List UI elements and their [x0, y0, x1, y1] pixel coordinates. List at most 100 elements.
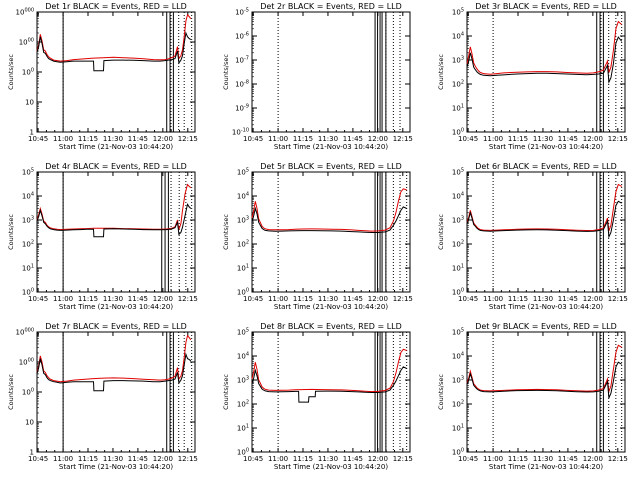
y-tick-label-base: 10: [19, 359, 28, 367]
y-tick-label-base: 10: [235, 105, 244, 113]
y-tick-label: 104: [237, 352, 249, 361]
y-tick-label: 10000: [16, 328, 34, 337]
y-axis-label: Counts/sec: [437, 214, 445, 250]
x-tick-label: 11:45: [343, 455, 363, 463]
plot-frame: [36, 171, 196, 293]
y-tick-label-base: 10: [22, 169, 31, 177]
y-tick-label: 10-10: [232, 128, 249, 137]
y-tick-label-exp: 1: [461, 424, 464, 430]
y-tick-label: 101: [452, 264, 464, 273]
y-tick-label: 1: [30, 449, 34, 457]
plot-frame: [466, 331, 626, 453]
y-tick-label-base: 10: [237, 377, 246, 385]
chart-panel-5: 10:45 11:00 11:15 11:30 11:45 12:00 12:1510010…: [222, 162, 413, 311]
x-tick-label: 11:00: [53, 455, 73, 463]
y-tick-label-exp: 4: [461, 192, 464, 198]
y-tick-label: 101: [22, 264, 34, 273]
y-tick-label: 104: [237, 192, 249, 201]
y-tick-label: 101: [237, 424, 249, 433]
y-tick-label-exp: 3: [461, 56, 464, 62]
x-tick-label: 11:00: [483, 295, 503, 303]
chart-title: Det 4r BLACK = Events, RED = LLD: [45, 162, 187, 171]
y-tick-label-exp: 0: [31, 68, 34, 74]
x-tick-label: 11:15: [508, 455, 528, 463]
y-tick-label-exp: 5: [461, 168, 464, 174]
y-tick-label-exp: 0: [246, 448, 249, 454]
y-tick-label: 105: [237, 168, 249, 177]
y-tick-label-base: 10: [452, 425, 461, 433]
y-tick-label-base: 10: [232, 129, 241, 137]
y-axis-label: Counts/sec: [222, 54, 230, 90]
y-tick-label: 104: [452, 32, 464, 41]
y-tick-label: 10-8: [235, 80, 249, 89]
y-tick-label-base: 10: [22, 193, 31, 201]
y-tick-label-exp: 00: [28, 358, 34, 364]
x-tick-label: 12:15: [393, 135, 413, 143]
y-tick-label-exp: -5: [244, 8, 249, 14]
y-tick-label-base: 10: [22, 241, 31, 249]
y-tick-label: 102: [452, 400, 464, 409]
chart-title: Det 6r BLACK = Events, RED = LLD: [475, 162, 617, 171]
y-tick-label-base: 10: [237, 265, 246, 273]
y-tick-label-exp: 2: [461, 80, 464, 86]
x-tick-label: 12:15: [393, 455, 413, 463]
y-tick-label-exp: 3: [246, 216, 249, 222]
y-tick-label-exp: 3: [461, 376, 464, 382]
x-tick-label: 12:00: [583, 135, 603, 143]
x-axis-label: Start Time (21-Nov-03 10:44:20): [489, 303, 603, 311]
y-tick-label-exp: 0: [246, 288, 249, 294]
y-tick-label: 102: [237, 240, 249, 249]
y-tick-label-exp: 3: [246, 376, 249, 382]
x-tick-label: 11:45: [343, 295, 363, 303]
x-tick-label: 11:00: [268, 135, 288, 143]
chart-title: Det 2r BLACK = Events, RED = LLD: [260, 2, 402, 11]
chart-panel-1: 10:45 11:00 11:15 11:30 11:45 12:00 12:1511010…: [7, 2, 198, 151]
y-tick-label-base: 10: [16, 329, 25, 337]
events-series-line: [251, 366, 407, 403]
x-tick-label: 11:15: [508, 295, 528, 303]
y-tick-label: 1000: [19, 38, 34, 47]
y-tick-label-base: 10: [22, 69, 31, 77]
x-tick-label: 11:15: [508, 135, 528, 143]
x-tick-label: 11:30: [533, 135, 553, 143]
plot-frame: [466, 171, 626, 293]
x-tick-label: 12:15: [608, 455, 628, 463]
y-tick-label-exp: 2: [31, 240, 34, 246]
x-tick-label: 11:00: [53, 135, 73, 143]
y-tick-label-exp: 3: [31, 216, 34, 222]
y-tick-label-base: 10: [452, 217, 461, 225]
y-axis-label: Counts/sec: [7, 214, 15, 250]
y-tick-label: 100: [452, 448, 464, 457]
x-tick-label: 11:30: [103, 295, 123, 303]
x-tick-label: 11:15: [78, 295, 98, 303]
y-tick-label-exp: 2: [461, 240, 464, 246]
y-tick-label: 10: [25, 99, 34, 107]
y-tick-label-exp: -9: [244, 104, 249, 110]
y-tick-label-exp: 5: [31, 168, 34, 174]
x-tick-label: 11:30: [318, 455, 338, 463]
y-tick-label-exp: 3: [461, 216, 464, 222]
x-tick-label: 10:45: [28, 295, 48, 303]
y-tick-label-exp: 2: [461, 400, 464, 406]
y-tick-label-base: 10: [452, 241, 461, 249]
chart-panel-6: 10:45 11:00 11:15 11:30 11:45 12:00 12:1510010…: [437, 162, 628, 311]
y-tick-label: 101: [452, 424, 464, 433]
y-tick-label-exp: 0: [461, 288, 464, 294]
x-axis-label: Start Time (21-Nov-03 10:44:20): [59, 143, 173, 151]
chart-title: Det 8r BLACK = Events, RED = LLD: [260, 322, 402, 331]
y-tick-label-base: 10: [237, 329, 246, 337]
x-tick-label: 10:45: [458, 455, 478, 463]
y-tick-label: 10-9: [235, 104, 249, 113]
y-tick-label-base: 10: [237, 169, 246, 177]
x-tick-label: 12:00: [368, 295, 388, 303]
y-tick-label: 101: [452, 104, 464, 113]
x-tick-label: 11:45: [558, 135, 578, 143]
y-tick-label: 102: [22, 240, 34, 249]
y-tick-label-base: 10: [452, 449, 461, 457]
y-tick-label: 104: [22, 192, 34, 201]
y-tick-label-exp: -8: [244, 80, 249, 86]
y-tick-label-exp: -10: [241, 128, 249, 134]
y-tick-label-exp: 2: [246, 240, 249, 246]
x-tick-label: 11:45: [128, 135, 148, 143]
